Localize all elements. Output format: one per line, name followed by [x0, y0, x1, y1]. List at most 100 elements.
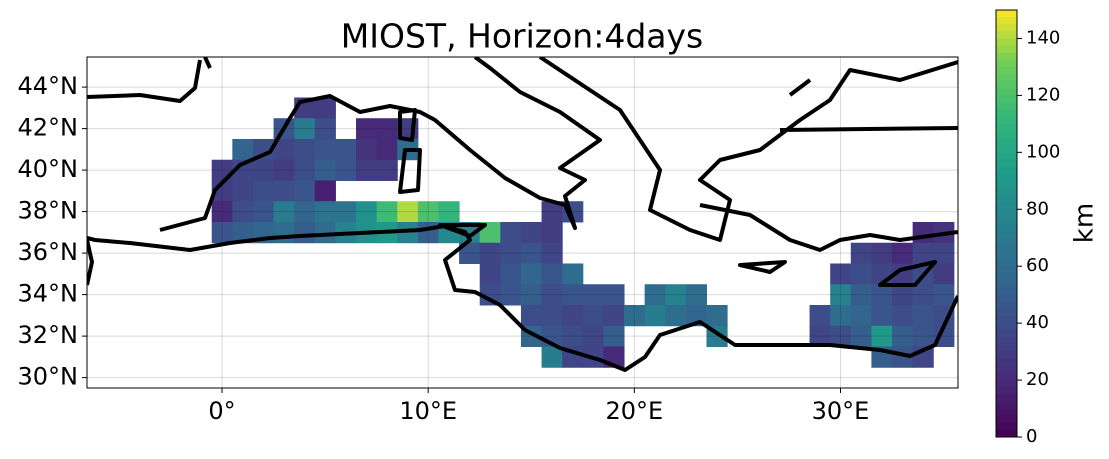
- x-tick-label: 0°: [208, 397, 235, 425]
- grid-cell: [541, 304, 563, 327]
- colorbar-segment: [996, 308, 1017, 317]
- colorbar-tick-label: 120: [1026, 84, 1060, 105]
- colorbar-segment: [996, 273, 1017, 281]
- colorbar-segment: [996, 173, 1017, 182]
- colorbar-segment: [996, 216, 1017, 224]
- grid-cell: [644, 304, 666, 327]
- colorbar-tick-label: 100: [1026, 141, 1060, 162]
- grid-cell: [603, 325, 625, 347]
- grid-cell: [376, 159, 398, 181]
- grid-cell: [644, 284, 666, 306]
- colorbar-segment: [996, 88, 1017, 96]
- grid-cell: [582, 284, 604, 306]
- grid-cell: [541, 284, 563, 306]
- grid-cell: [603, 304, 625, 327]
- grid-cell: [541, 201, 563, 223]
- colorbar-segment: [996, 301, 1017, 310]
- colorbar-tick-label: 80: [1026, 198, 1049, 219]
- y-tick-label: 30°N: [18, 363, 79, 391]
- colorbar-segment: [996, 180, 1017, 189]
- colorbar-label: km: [1070, 203, 1100, 243]
- grid-cell: [520, 284, 543, 306]
- colorbar-segment: [996, 344, 1017, 353]
- grid-cell: [438, 201, 460, 223]
- grid-cell: [665, 304, 687, 327]
- grid-cell: [252, 180, 275, 202]
- grid-cell: [356, 118, 378, 140]
- grid-cell: [273, 159, 295, 181]
- grid-cell: [933, 242, 955, 264]
- grid-cell: [850, 263, 872, 285]
- colorbar-segment: [996, 422, 1017, 431]
- grid-cell: [273, 221, 295, 244]
- grid-cell: [252, 138, 275, 161]
- grid-cell: [520, 221, 543, 244]
- colorbar-segment: [996, 187, 1017, 196]
- grid-cell: [417, 201, 439, 223]
- colorbar-segment: [996, 116, 1017, 125]
- colorbar-segment: [996, 330, 1017, 338]
- grid-cell: [892, 284, 914, 306]
- data-layer: [211, 97, 955, 368]
- grid-cell: [912, 325, 934, 347]
- grid-cell: [562, 304, 584, 327]
- coastline: [398, 108, 487, 238]
- y-tick-label: 40°N: [18, 155, 79, 183]
- grid-cell: [809, 325, 831, 347]
- colorbar-segment: [996, 237, 1017, 246]
- grid-cell: [479, 263, 501, 285]
- colorbar-segment: [996, 429, 1017, 438]
- colorbar-segment: [996, 123, 1017, 132]
- grid-cell: [912, 221, 934, 244]
- coastline: [87, 57, 212, 103]
- colorbar-frame: [995, 9, 1018, 438]
- grid-cell: [273, 201, 295, 223]
- grid-cell: [850, 242, 872, 264]
- y-tick-label: 44°N: [18, 72, 79, 100]
- coastline: [738, 260, 937, 287]
- colorbar-segment: [996, 202, 1017, 210]
- colorbar-segment: [996, 387, 1017, 395]
- grid-cell: [871, 284, 893, 306]
- colorbar-segment: [996, 166, 1017, 175]
- colorbar-segment: [996, 316, 1017, 324]
- colorbar-segment: [996, 365, 1017, 374]
- colorbar-segment: [996, 358, 1017, 367]
- grid-cell: [211, 201, 233, 223]
- grid-cell: [252, 159, 275, 181]
- grid-cell: [809, 304, 831, 327]
- grid-cell: [459, 242, 481, 264]
- grid-cell: [500, 242, 522, 264]
- grid-cell: [500, 284, 522, 306]
- y-tick-label: 34°N: [18, 280, 79, 308]
- grid-cell: [541, 221, 563, 244]
- colorbar-segment: [996, 337, 1017, 345]
- grid-cell: [603, 284, 625, 306]
- colorbar-segment: [996, 380, 1017, 388]
- grid-cell: [892, 325, 914, 347]
- grid-cell: [294, 159, 316, 181]
- grid-cell: [871, 304, 893, 327]
- grid-cell: [850, 284, 872, 306]
- grid-cell: [582, 304, 604, 327]
- grid-cell: [562, 325, 584, 347]
- grid-cell: [912, 242, 934, 264]
- colorbar-segment: [996, 102, 1017, 111]
- grid-cell: [232, 180, 254, 202]
- grid-cell: [520, 242, 543, 264]
- grid-cell: [500, 263, 522, 285]
- y-tick-label: 42°N: [18, 114, 79, 142]
- x-tick-label: 20°E: [605, 397, 663, 425]
- grid-cell: [294, 201, 316, 223]
- colorbar-segment: [996, 74, 1017, 82]
- grid-cell: [850, 304, 872, 327]
- colorbar-segment: [996, 266, 1017, 274]
- grid-cell: [850, 325, 872, 347]
- colorbar-segment: [996, 294, 1017, 303]
- grid-cell: [273, 180, 295, 202]
- coastlines: [87, 57, 958, 372]
- grid-cell: [459, 221, 481, 244]
- grid-cell: [541, 242, 563, 264]
- grid-cell: [294, 118, 316, 140]
